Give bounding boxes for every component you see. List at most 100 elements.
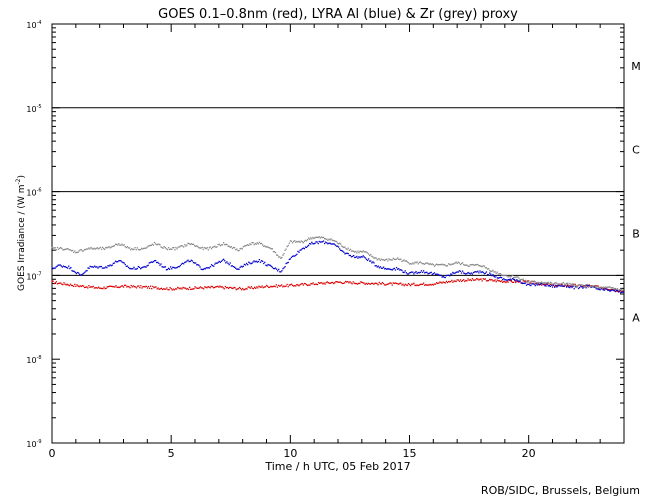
point-grey: [299, 241, 301, 244]
point-grey: [379, 259, 382, 262]
point-red: [526, 280, 529, 282]
x-axis-label: Time / h UTC, 05 Feb 2017: [264, 460, 410, 473]
point-grey: [497, 273, 500, 275]
point-grey: [248, 244, 250, 247]
point-red: [95, 287, 98, 289]
point-grey: [258, 241, 261, 244]
point-blue: [273, 267, 276, 270]
point-grey: [302, 242, 305, 244]
point-blue: [313, 243, 315, 245]
point-red: [376, 283, 378, 285]
point-blue: [205, 267, 207, 269]
point-blue: [236, 268, 238, 270]
point-blue: [392, 268, 394, 270]
point-blue: [245, 262, 248, 265]
point-blue: [485, 271, 488, 273]
point-red: [108, 285, 111, 287]
point-blue: [227, 262, 229, 265]
point-red: [392, 282, 394, 284]
point-red: [88, 284, 90, 287]
point-blue: [610, 289, 612, 292]
point-grey: [418, 261, 420, 264]
point-red: [417, 284, 419, 287]
point-blue: [93, 265, 96, 267]
point-grey: [319, 237, 321, 239]
point-blue: [298, 251, 300, 253]
point-grey: [255, 243, 257, 245]
point-blue: [67, 267, 69, 269]
point-blue: [106, 267, 108, 269]
point-grey: [174, 249, 176, 251]
point-red: [547, 283, 549, 285]
point-blue: [217, 261, 219, 264]
point-red: [152, 285, 154, 288]
point-blue: [617, 291, 620, 293]
point-grey: [202, 248, 204, 251]
point-red: [236, 288, 238, 290]
point-blue: [315, 241, 317, 243]
point-red: [65, 284, 67, 286]
point-red: [359, 282, 361, 285]
point-blue: [494, 276, 496, 278]
point-red: [453, 280, 455, 282]
point-red: [187, 288, 190, 291]
point-red: [516, 280, 518, 282]
point-blue: [608, 289, 610, 291]
point-grey: [206, 247, 208, 249]
point-red: [272, 285, 274, 288]
point-red: [221, 286, 223, 288]
point-grey: [562, 282, 565, 284]
point-red: [470, 279, 472, 282]
point-grey: [93, 247, 95, 249]
point-grey: [124, 246, 126, 248]
point-grey: [80, 248, 82, 251]
point-red: [465, 279, 467, 282]
point-red: [473, 279, 476, 281]
point-blue: [457, 271, 459, 273]
point-blue: [402, 271, 404, 273]
point-blue: [99, 265, 101, 268]
point-blue: [458, 270, 461, 272]
point-grey: [604, 286, 607, 288]
point-blue: [291, 255, 294, 258]
point-grey: [517, 276, 519, 278]
point-red: [318, 282, 321, 284]
point-red: [331, 281, 334, 284]
point-grey: [238, 249, 240, 252]
point-grey: [499, 272, 502, 275]
point-grey: [398, 258, 400, 260]
point-red: [114, 286, 116, 288]
point-blue: [124, 263, 126, 266]
point-red: [308, 284, 310, 286]
point-grey: [77, 251, 79, 254]
point-blue: [570, 285, 572, 287]
point-red: [415, 284, 417, 287]
point-blue: [158, 262, 160, 265]
point-red: [400, 282, 402, 284]
point-blue: [593, 286, 595, 288]
point-red: [174, 288, 177, 290]
point-grey: [511, 274, 514, 277]
point-blue: [238, 268, 240, 271]
point-grey: [353, 250, 355, 252]
point-grey: [201, 246, 203, 249]
point-blue: [263, 262, 265, 265]
point-red: [91, 286, 93, 288]
point-grey: [100, 248, 103, 250]
point-red: [378, 281, 380, 284]
point-grey: [594, 284, 596, 287]
point-red: [246, 288, 248, 290]
point-grey: [617, 289, 620, 291]
point-grey: [136, 247, 138, 249]
point-blue: [502, 278, 504, 281]
point-grey: [518, 277, 520, 279]
point-red: [478, 279, 480, 281]
point-blue: [65, 266, 68, 269]
point-red: [622, 290, 624, 292]
point-blue: [469, 273, 471, 275]
point-red: [333, 282, 335, 285]
point-grey: [581, 284, 583, 286]
point-grey: [51, 246, 53, 249]
x-tick-label: 15: [403, 447, 417, 460]
point-blue: [184, 261, 186, 264]
